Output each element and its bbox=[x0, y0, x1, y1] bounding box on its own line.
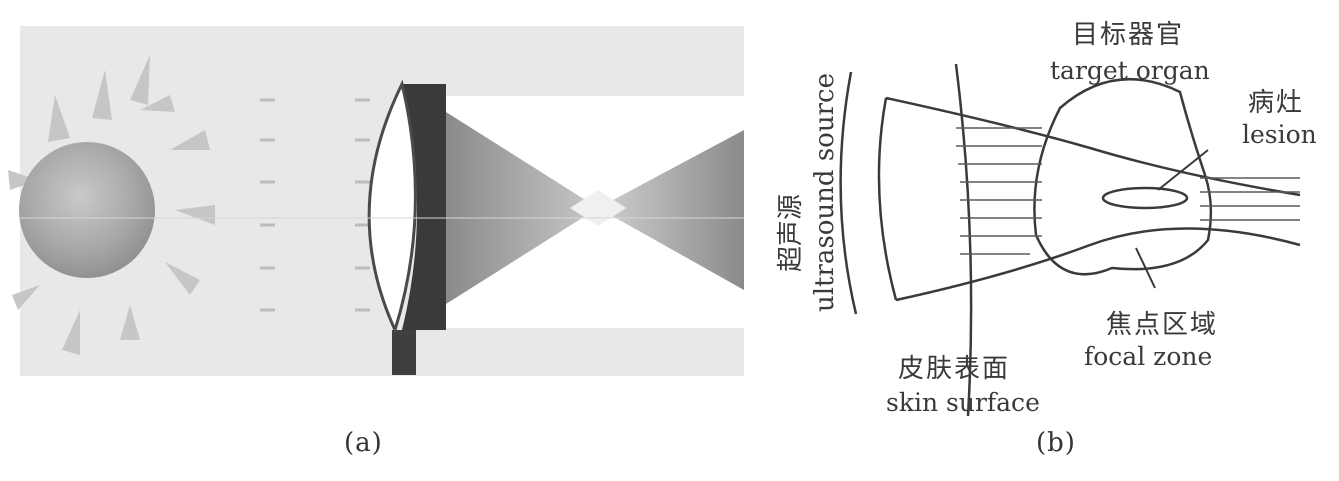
label-skin-surface-en: skin surface bbox=[886, 388, 1040, 417]
beam-lower-edge bbox=[895, 227, 1301, 302]
label-target-organ-en: target organ bbox=[1050, 56, 1210, 85]
focal-zone-leader-line bbox=[1135, 247, 1156, 289]
focal-point bbox=[570, 190, 626, 226]
target-organ-outline bbox=[1033, 77, 1213, 276]
source-face bbox=[877, 97, 898, 301]
label-focal-zone-en: focal zone bbox=[1084, 342, 1213, 371]
lens-illustration-svg bbox=[8, 26, 744, 376]
incoming-light-dashes bbox=[260, 98, 370, 312]
lens-frame bbox=[402, 84, 446, 330]
lens-handle bbox=[392, 330, 416, 375]
caption-a: (a) bbox=[344, 428, 383, 458]
transducer-arc bbox=[839, 71, 858, 315]
label-lesion-zh: 病灶 bbox=[1248, 88, 1305, 118]
lesion-ellipse bbox=[1101, 186, 1189, 210]
caption-b: (b) bbox=[1036, 428, 1076, 458]
sun-rays bbox=[8, 55, 215, 355]
beam-upper-edge bbox=[885, 96, 1301, 197]
diverging-beam bbox=[598, 130, 744, 290]
label-target-organ-zh: 目标器官 bbox=[1072, 20, 1185, 50]
skin-surface-line bbox=[954, 63, 973, 417]
label-skin-surface-zh: 皮肤表面 bbox=[898, 354, 1011, 384]
beam-hatching bbox=[956, 127, 1300, 255]
lesion-leader-line bbox=[1157, 149, 1209, 191]
label-ultrasound-source-zh: 超声源 bbox=[776, 193, 806, 272]
converging-beam bbox=[446, 112, 598, 304]
panel-b-hifu-diagram: 目标器官 target organ 病灶 lesion 超声源 ultrasou… bbox=[760, 0, 1339, 481]
panel-a-lens-illustration: (a) bbox=[8, 26, 744, 458]
hifu-diagram-svg bbox=[839, 63, 1301, 417]
sun-icon bbox=[19, 142, 155, 278]
label-lesion-en: lesion bbox=[1242, 120, 1317, 149]
lens-glass bbox=[367, 79, 417, 335]
label-focal-zone-zh: 焦点区域 bbox=[1106, 310, 1219, 340]
label-ultrasound-source-en: ultrasound source bbox=[810, 73, 840, 312]
